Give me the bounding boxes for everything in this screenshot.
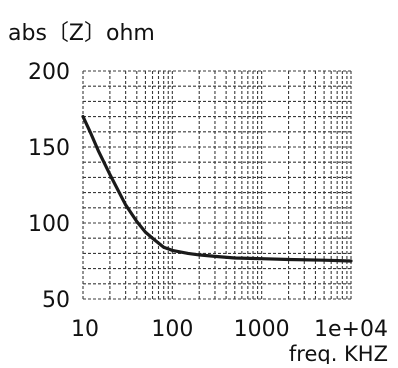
x-tick-label: 10 (71, 317, 99, 342)
y-tick-label: 50 (42, 288, 70, 313)
series (81, 114, 353, 263)
y-tick-label: 200 (28, 60, 70, 85)
x-tick-label: 100 (151, 317, 193, 342)
x-axis-label: freq. KHZ (289, 342, 388, 364)
grid (82, 70, 352, 300)
y-tick-label: 150 (28, 136, 70, 161)
x-tick-label: 1000 (234, 317, 290, 342)
tick-labels: 50 100 150 200 10 100 1000 1e+04 (28, 60, 388, 342)
series-line (81, 114, 353, 263)
x-tick-label: 1e+04 (314, 317, 388, 342)
y-tick-label: 100 (28, 212, 70, 237)
chart-title: abs〔Z〕ohm (8, 21, 155, 46)
